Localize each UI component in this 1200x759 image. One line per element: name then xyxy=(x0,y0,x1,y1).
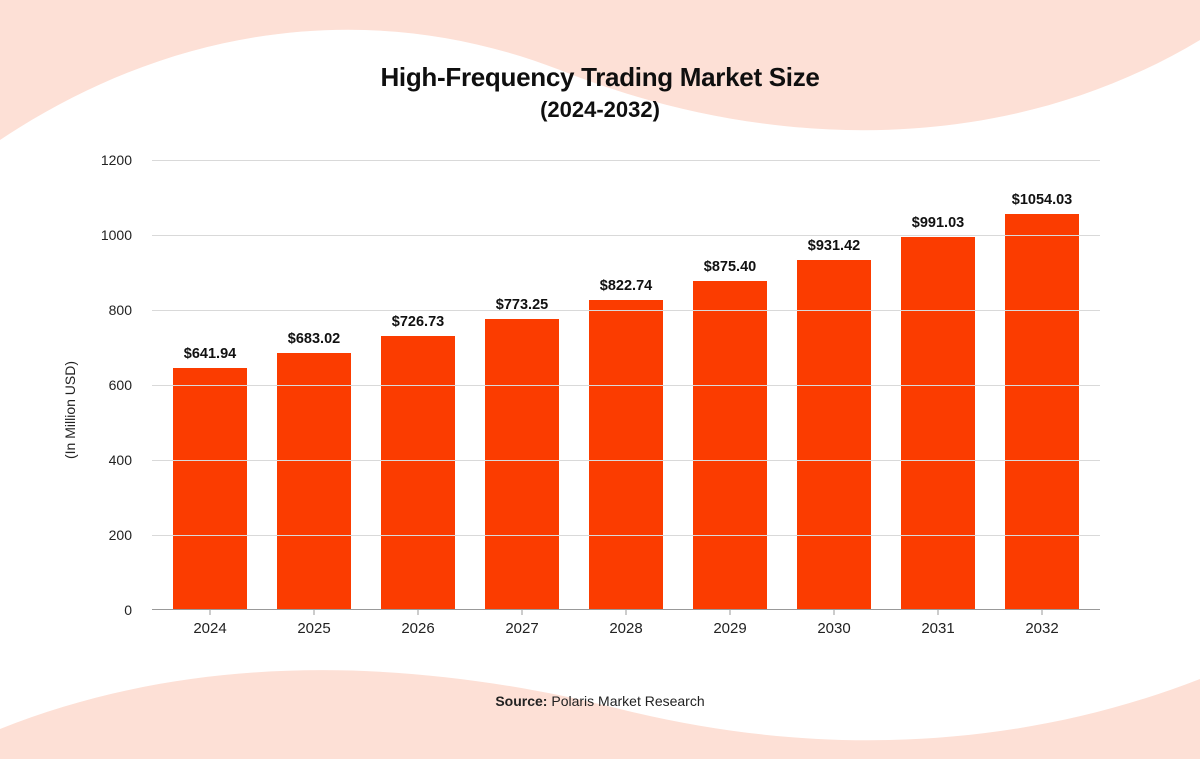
y-axis-ticks: 020040060080010001200 xyxy=(100,160,140,610)
y-axis-label: (In Million USD) xyxy=(62,361,78,459)
grid-line xyxy=(152,310,1100,311)
y-tick-label: 1000 xyxy=(101,227,132,243)
x-tick-label: 2024 xyxy=(158,610,262,637)
bar xyxy=(797,260,872,609)
grid-line xyxy=(152,160,1100,161)
source-name: Polaris Market Research xyxy=(551,693,704,709)
bar xyxy=(589,300,664,609)
source-label: Source: xyxy=(495,693,547,709)
bar xyxy=(381,336,456,609)
bar-value-label: $991.03 xyxy=(912,215,964,231)
bar xyxy=(173,368,248,609)
x-tick-label: 2025 xyxy=(262,610,366,637)
y-tick-label: 1200 xyxy=(101,152,132,168)
bar-chart: (In Million USD) 020040060080010001200 $… xyxy=(100,160,1100,660)
y-tick-label: 0 xyxy=(124,602,132,618)
bar-value-label: $641.94 xyxy=(184,346,236,362)
bar-value-label: $931.42 xyxy=(808,238,860,254)
x-tick-label: 2028 xyxy=(574,610,678,637)
y-tick-label: 600 xyxy=(109,377,132,393)
grid-line xyxy=(152,385,1100,386)
bar-value-label: $726.73 xyxy=(392,314,444,330)
chart-subtitle: (2024-2032) xyxy=(0,97,1200,123)
x-tick-label: 2026 xyxy=(366,610,470,637)
y-tick-label: 800 xyxy=(109,302,132,318)
bar-value-label: $683.02 xyxy=(288,331,340,347)
chart-title-block: High-Frequency Trading Market Size (2024… xyxy=(0,62,1200,123)
x-tick-label: 2027 xyxy=(470,610,574,637)
plot-area: $641.94$683.02$726.73$773.25$822.74$875.… xyxy=(152,160,1100,610)
bar-value-label: $822.74 xyxy=(600,278,652,294)
bar xyxy=(901,237,976,609)
x-tick-label: 2032 xyxy=(990,610,1094,637)
bar xyxy=(277,353,352,609)
bar xyxy=(485,319,560,609)
bar xyxy=(693,281,768,609)
y-tick-label: 200 xyxy=(109,527,132,543)
bar-value-label: $875.40 xyxy=(704,259,756,275)
x-tick-label: 2030 xyxy=(782,610,886,637)
source-line: Source: Polaris Market Research xyxy=(0,693,1200,709)
grid-line xyxy=(152,460,1100,461)
y-tick-label: 400 xyxy=(109,452,132,468)
x-tick-label: 2031 xyxy=(886,610,990,637)
grid-line xyxy=(152,235,1100,236)
bar xyxy=(1005,214,1080,609)
chart-title: High-Frequency Trading Market Size xyxy=(0,62,1200,93)
bar-value-label: $1054.03 xyxy=(1012,192,1072,208)
grid-line xyxy=(152,535,1100,536)
x-axis-ticks: 202420252026202720282029203020312032 xyxy=(152,610,1100,637)
x-tick-label: 2029 xyxy=(678,610,782,637)
